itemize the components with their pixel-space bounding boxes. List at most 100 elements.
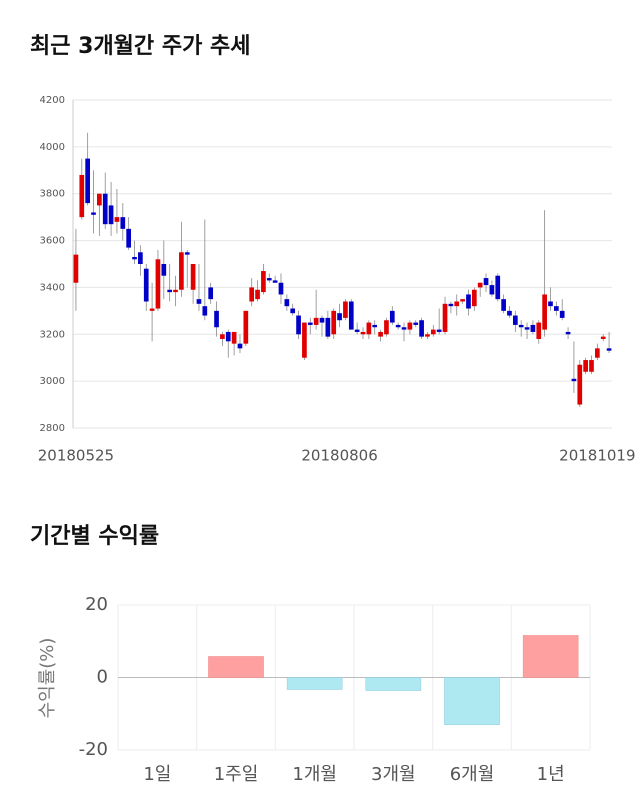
candle-body	[483, 278, 489, 286]
candle-body	[565, 331, 571, 335]
candle-body	[559, 310, 565, 318]
candle-body	[512, 315, 518, 325]
candle-body	[325, 317, 331, 337]
candle-body	[407, 322, 413, 330]
candle-body	[196, 299, 202, 304]
bar	[522, 635, 579, 678]
candle-body	[384, 320, 389, 335]
candle-body	[114, 217, 120, 222]
bar	[365, 677, 422, 691]
candle-body	[501, 299, 506, 311]
candle-body	[548, 301, 553, 307]
bar	[444, 677, 500, 725]
candle-body	[284, 299, 290, 307]
candle-body	[208, 287, 214, 300]
bar	[286, 677, 343, 690]
candle-body	[313, 317, 319, 325]
candle-body	[331, 310, 337, 335]
candle-body	[225, 331, 231, 342]
candle-body	[79, 174, 85, 218]
candle-body	[595, 348, 600, 358]
candle-body	[343, 301, 348, 318]
x-tick-label: 20181019	[559, 447, 635, 465]
candle-body	[126, 228, 132, 248]
candle-body	[471, 289, 477, 307]
candle-body	[518, 324, 524, 328]
candle-body	[91, 212, 96, 215]
candle-body	[149, 308, 155, 311]
candle-body	[507, 310, 512, 316]
candle-body	[184, 252, 190, 255]
y-tick-label: 2800	[40, 423, 65, 434]
candle-body	[413, 322, 419, 325]
y-tick-label: 3400	[40, 282, 65, 293]
x-tick-label: 6개월	[450, 764, 495, 785]
y-tick-label: 3600	[40, 236, 65, 247]
candle-body	[553, 306, 559, 311]
candle-body	[337, 313, 342, 321]
candle-body	[243, 310, 249, 344]
candle-body	[179, 252, 184, 290]
candle-body	[85, 158, 90, 204]
candle-body	[261, 271, 266, 293]
candle-body	[589, 360, 594, 372]
candle-body	[161, 264, 167, 276]
candle-body	[319, 317, 325, 323]
candle-body	[583, 360, 588, 372]
x-tick-label: 1일	[143, 764, 171, 785]
candle-body	[354, 329, 360, 332]
candle-body	[231, 331, 237, 344]
candle-body	[290, 308, 296, 314]
candle-body	[73, 254, 79, 283]
candle-body	[454, 301, 460, 307]
candle-body	[155, 259, 161, 309]
candle-body	[477, 282, 483, 288]
candle-body	[495, 275, 501, 300]
x-tick-label: 1주일	[214, 764, 259, 785]
candle-body	[600, 336, 606, 339]
candle-body	[266, 278, 272, 281]
candle-body	[143, 268, 149, 302]
x-tick-label: 1년	[537, 764, 565, 785]
x-tick-label: 20180806	[301, 447, 377, 465]
candle-body	[425, 334, 430, 337]
y-tick-label: 3000	[40, 376, 65, 387]
candle-body	[220, 334, 225, 339]
x-tick-label: 20180525	[38, 447, 114, 465]
candle-body	[542, 294, 547, 330]
candle-body	[606, 348, 612, 351]
bar	[208, 656, 264, 678]
x-tick-label: 3개월	[371, 764, 416, 785]
candle-body	[419, 320, 424, 337]
y-tick-label: 0	[97, 667, 108, 688]
candle-body	[448, 303, 454, 307]
y-tick-label: 4000	[40, 142, 65, 153]
x-tick-label: 1개월	[292, 764, 337, 785]
candle-body	[395, 324, 401, 328]
y-tick-label: 20	[85, 594, 108, 615]
candle-body	[272, 280, 278, 283]
candle-body	[102, 193, 108, 225]
candle-body	[436, 329, 442, 332]
chart-title: 최근 3개월간 주가 추세	[30, 34, 250, 59]
candle-body	[460, 299, 465, 302]
candle-body	[302, 322, 307, 358]
candle-body	[530, 324, 536, 332]
candle-body	[366, 322, 372, 335]
candle-body	[442, 303, 448, 332]
candle-body	[401, 327, 407, 330]
y-tick-label: -20	[79, 739, 108, 760]
candle-body	[190, 264, 196, 290]
candle-body	[466, 294, 471, 309]
candle-body	[278, 282, 284, 295]
chart-title: 기간별 수익률	[30, 524, 159, 549]
y-tick-label: 3800	[40, 189, 65, 200]
candle-body	[378, 331, 383, 337]
candle-body	[132, 256, 137, 260]
candle-body	[138, 252, 143, 264]
candle-body	[571, 378, 577, 382]
candle-body	[237, 343, 243, 349]
candle-body	[307, 322, 313, 325]
candle-body	[173, 289, 178, 293]
candle-body	[97, 193, 102, 206]
